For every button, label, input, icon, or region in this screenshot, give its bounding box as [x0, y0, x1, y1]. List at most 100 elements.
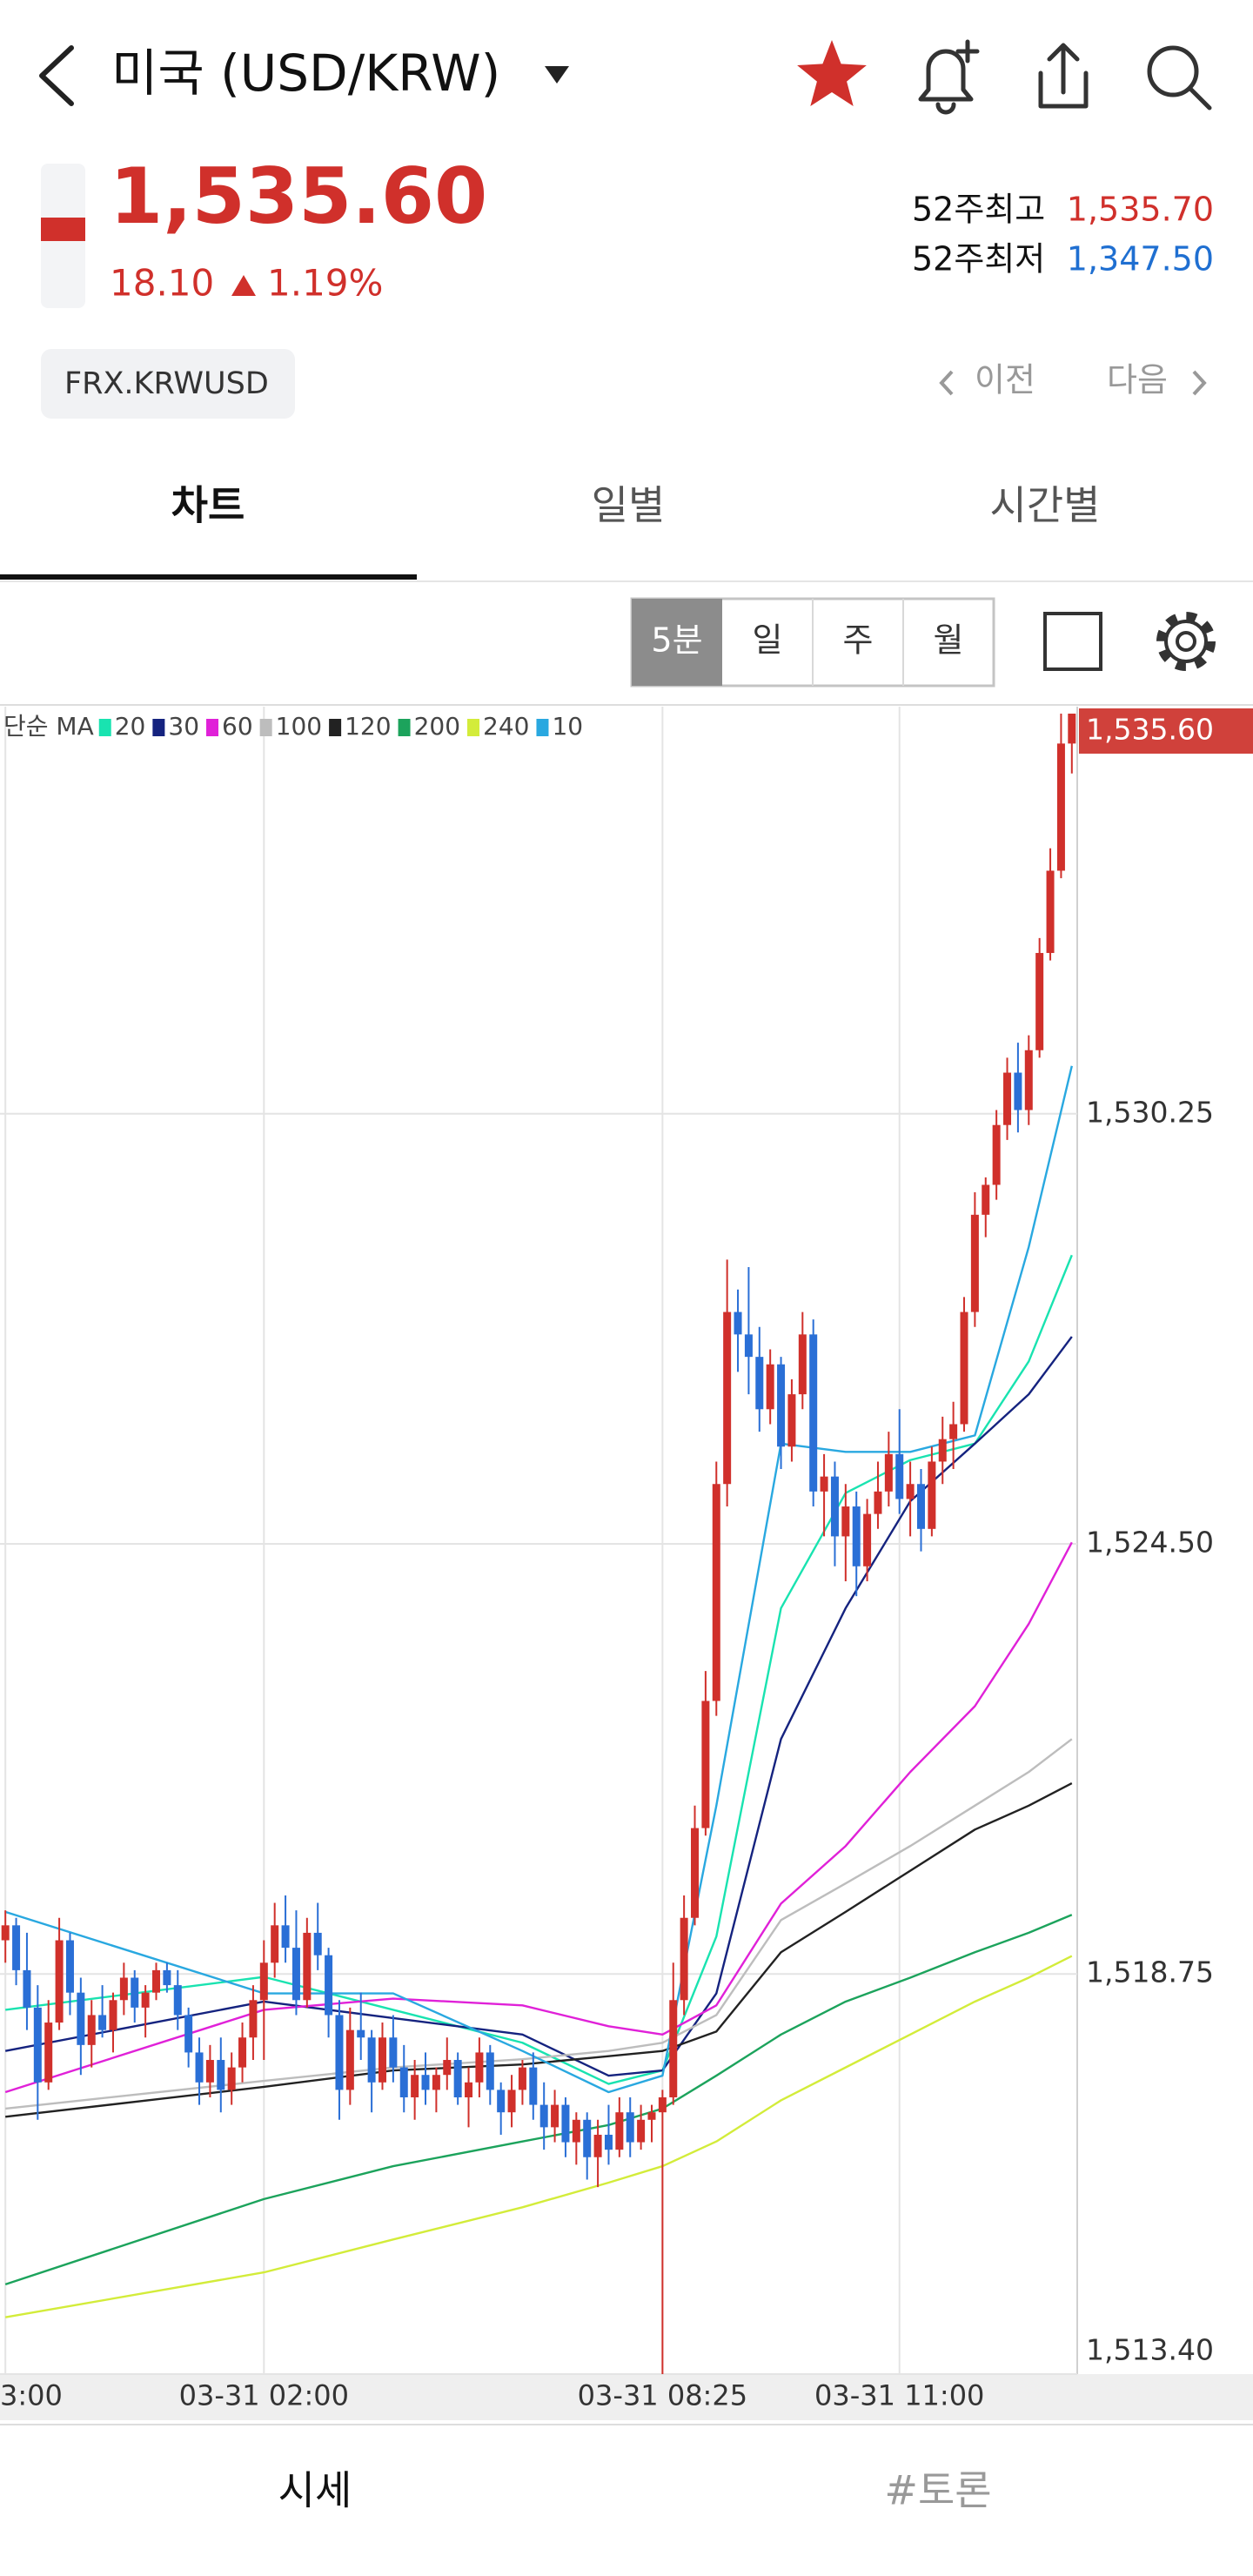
share-arrow — [1047, 43, 1080, 95]
candle-body — [453, 2060, 462, 2097]
price-range-marker — [41, 218, 85, 241]
prev-button[interactable]: 이전 — [975, 361, 1035, 399]
candle-body — [399, 2067, 408, 2097]
code-chip — [41, 349, 295, 419]
price-change-pct: 1.19% — [267, 262, 383, 305]
ma-line — [4, 1541, 1073, 2094]
candle-body — [970, 1214, 979, 1312]
tab-chart[interactable]: 차트 — [171, 482, 245, 529]
candle-body — [271, 1925, 279, 1963]
candle-body — [529, 2067, 538, 2105]
symbol-code: FRX.KRWUSD — [64, 366, 269, 401]
candle-body — [443, 2060, 452, 2076]
share-box — [1038, 70, 1089, 109]
candle-body — [604, 2134, 613, 2150]
dropdown-arrow[interactable] — [545, 66, 569, 84]
candle-body — [1014, 1072, 1022, 1110]
back-button[interactable] — [39, 45, 74, 106]
next-button[interactable]: 다음 — [1107, 361, 1168, 399]
candle-body — [626, 2112, 634, 2143]
candle-body — [723, 1311, 732, 1485]
candle-body — [325, 1955, 333, 2016]
candle-body — [432, 2075, 440, 2090]
candle-body — [1, 1925, 10, 1941]
candle-body — [303, 1932, 312, 2001]
period-month[interactable]: 월 — [934, 621, 964, 660]
candle-body — [55, 1940, 64, 2023]
candle-body — [465, 2082, 473, 2097]
period-day[interactable]: 일 — [753, 621, 783, 660]
candle-body — [421, 2075, 430, 2090]
search-icon[interactable] — [1147, 45, 1212, 111]
candle-body — [109, 2000, 117, 2030]
candle-body — [87, 2015, 96, 2045]
candle-body — [572, 2119, 580, 2143]
y-tick-label: 1,530.25 — [1086, 1095, 1214, 1129]
candle-body — [583, 2119, 592, 2157]
candle-body — [1046, 870, 1055, 954]
candle-body — [637, 2119, 646, 2143]
x-tick-label: 3:00 — [0, 2379, 63, 2412]
tab-hourly[interactable]: 시간별 — [990, 482, 1101, 529]
favorite-star[interactable] — [797, 40, 867, 106]
candle-body — [755, 1357, 764, 1410]
search-handle — [1188, 86, 1212, 111]
share-icon[interactable] — [1038, 43, 1089, 109]
x-tick-label: 03-31 02:00 — [179, 2379, 349, 2412]
legend-swatch — [98, 719, 111, 736]
legend-swatch — [329, 719, 342, 736]
low-52w-value: 1,347.50 — [1067, 240, 1214, 278]
bell — [918, 49, 974, 102]
candle-body — [33, 2007, 42, 2083]
candle-body — [615, 2112, 624, 2150]
last-price-tag — [1079, 708, 1253, 754]
bottom-tab-discussion[interactable]: #토론 — [884, 2467, 991, 2514]
period-week[interactable]: 주 — [843, 621, 874, 660]
candle-body — [227, 2067, 236, 2090]
candle-body — [1068, 714, 1076, 744]
candle-body — [593, 2134, 602, 2157]
candle-body — [77, 1992, 85, 2045]
candle-body — [313, 1932, 322, 1955]
candle-body — [669, 2000, 678, 2097]
legend-label: 10 — [552, 712, 583, 741]
next-chevron[interactable] — [1192, 370, 1207, 396]
candle-body — [1003, 1072, 1012, 1125]
legend-label: 30 — [168, 712, 199, 741]
legend-swatch — [259, 719, 272, 736]
candle-body — [486, 2052, 494, 2090]
fullscreen-button[interactable] — [1043, 612, 1102, 671]
candle-body — [777, 1364, 786, 1447]
high-52w-label: 52주최고 — [912, 191, 1045, 229]
candle-body — [184, 2015, 193, 2053]
candle-body — [65, 1940, 74, 1993]
candle-body — [44, 2023, 53, 2083]
candle-body — [938, 1439, 947, 1462]
candle-body — [205, 2060, 214, 2083]
legend-swatch — [398, 719, 411, 736]
candle-body — [852, 1506, 861, 1566]
candle-body — [874, 1491, 882, 1514]
candle-body — [357, 2029, 365, 2038]
candle-body — [960, 1311, 968, 1425]
ma-line — [4, 1955, 1073, 2318]
bottom-tab-quote[interactable]: 시세 — [278, 2467, 352, 2514]
candle-body — [982, 1184, 990, 1215]
candle-body — [841, 1506, 850, 1537]
candle-body — [949, 1424, 958, 1439]
alert-icon[interactable] — [918, 39, 980, 115]
legend-label: 20 — [115, 712, 146, 741]
page-title: 미국 (USD/KRW) — [111, 44, 500, 103]
search-lens — [1147, 45, 1199, 97]
tab-daily[interactable]: 일별 — [592, 482, 666, 529]
legend-swatch — [152, 719, 165, 736]
settings-button[interactable] — [1156, 612, 1216, 671]
candle-body — [217, 2060, 225, 2090]
legend-label: 120 — [345, 712, 391, 741]
tab-underline — [0, 574, 417, 580]
period-5min[interactable]: 5분 — [651, 621, 702, 660]
prev-chevron[interactable] — [939, 370, 954, 396]
ma-line — [4, 1065, 1073, 2094]
